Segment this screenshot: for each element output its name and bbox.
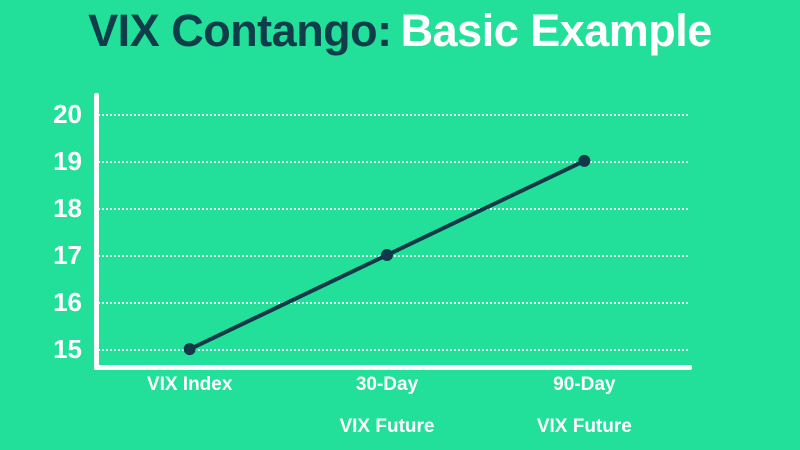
y-axis-tick-label: 20 bbox=[53, 98, 82, 129]
page-title: VIX Contango: Basic Example bbox=[0, 8, 800, 54]
y-axis-tick-label: 15 bbox=[53, 334, 82, 365]
gridline bbox=[98, 349, 690, 352]
page-title-secondary: Basic Example bbox=[400, 5, 713, 56]
gridline bbox=[98, 302, 690, 305]
x-axis-spine bbox=[94, 365, 692, 370]
x-axis-tick-label-line: VIX Future bbox=[536, 416, 632, 437]
y-axis-tick-labels: 20 19 18 17 16 15 bbox=[0, 0, 82, 450]
x-axis-tick-label: 30-Day VIX Future bbox=[287, 372, 487, 440]
x-axis-tick-label-line: VIX Future bbox=[339, 416, 435, 437]
y-axis-tick-label: 17 bbox=[53, 240, 82, 271]
gridline bbox=[98, 160, 690, 163]
y-axis-tick-label: 19 bbox=[53, 145, 82, 176]
page-title-primary: VIX Contango: bbox=[88, 5, 392, 56]
x-axis-tick-label-line: VIX Index bbox=[146, 374, 233, 395]
plot-area bbox=[98, 95, 690, 368]
x-axis-tick-label-line: 30-Day bbox=[355, 374, 419, 395]
x-axis-tick-label: VIX Index bbox=[90, 372, 290, 398]
y-axis-tick-label: 16 bbox=[53, 287, 82, 318]
gridline bbox=[98, 207, 690, 210]
gridline bbox=[98, 113, 690, 116]
y-axis-spine bbox=[94, 93, 99, 370]
gridline bbox=[98, 255, 690, 258]
x-axis-tick-label-line: 90-Day bbox=[553, 374, 616, 395]
y-axis-tick-label: 18 bbox=[53, 192, 82, 223]
x-axis-tick-label: 90-Day VIX Future bbox=[484, 372, 684, 440]
